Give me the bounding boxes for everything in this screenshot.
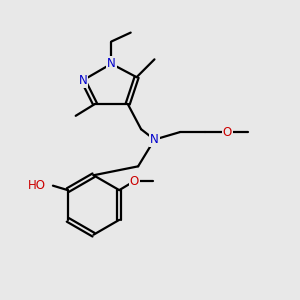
Text: N: N (150, 133, 159, 146)
Text: N: N (79, 74, 88, 87)
Text: O: O (223, 126, 232, 139)
Text: O: O (130, 175, 139, 188)
Text: N: N (107, 57, 116, 70)
Text: HO: HO (28, 179, 46, 192)
